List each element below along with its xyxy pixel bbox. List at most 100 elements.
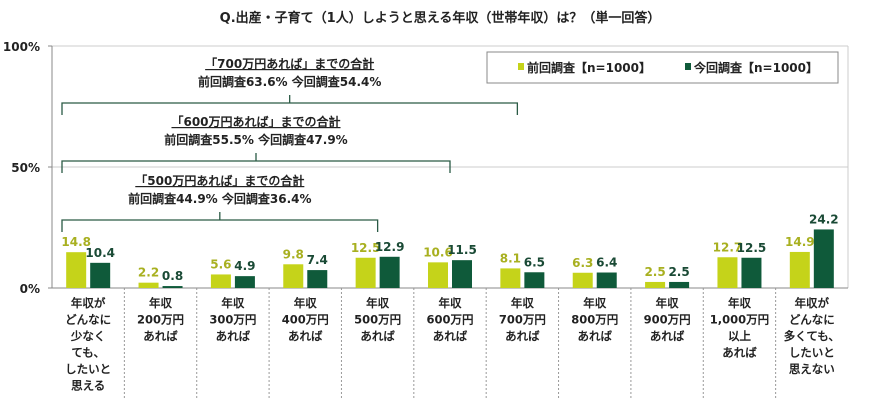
bar-current — [452, 260, 472, 288]
annotation-bracket — [61, 212, 379, 232]
bar-current — [741, 257, 762, 288]
category-label: あれば — [360, 329, 395, 343]
bar-current — [813, 229, 834, 288]
annotation-values: 前回調査44.9% 今回調査36.4% — [128, 191, 311, 206]
bar-current — [307, 270, 328, 288]
bar-current — [90, 262, 111, 288]
category-label: どんなに — [789, 313, 835, 327]
category-label: 400万円 — [282, 313, 329, 327]
category-label: 300万円 — [209, 313, 256, 327]
legend-label: 今回調査【n=1000】 — [693, 60, 818, 75]
data-label: 9.8 — [283, 247, 304, 261]
annotation-values: 前回調査63.6% 今回調査54.4% — [198, 74, 381, 89]
legend-box — [486, 51, 839, 84]
bar-previous — [789, 251, 810, 288]
data-label: 6.3 — [572, 256, 593, 270]
category-label: 1,000万円 — [710, 313, 769, 327]
data-label: 14.9 — [785, 235, 815, 249]
category-label: 年収 — [583, 296, 606, 310]
bar-current — [234, 276, 255, 288]
category-label: あれば — [505, 329, 540, 343]
data-label: 8.1 — [500, 251, 521, 265]
data-label: 14.8 — [61, 235, 91, 249]
legend-label: 前回調査【n=1000】 — [527, 60, 651, 75]
category-label: 少なく — [70, 329, 106, 343]
bar-previous — [572, 272, 593, 288]
category-label: 多くても、 — [784, 329, 840, 343]
bar-current — [596, 272, 617, 288]
bar-previous — [66, 252, 87, 288]
category-label: 思える — [71, 379, 105, 393]
bar-previous — [428, 262, 448, 288]
data-label: 12.5 — [351, 241, 381, 255]
category-label: 年収 — [294, 296, 317, 310]
annotation-bracket — [61, 153, 451, 173]
bar-current — [669, 281, 690, 288]
legend-swatch — [518, 63, 524, 70]
category-label: 500万円 — [354, 313, 401, 327]
category-label: あれば — [216, 329, 251, 343]
data-label: 10.4 — [85, 246, 115, 260]
category-label: 年収 — [221, 296, 244, 310]
data-label: 12.9 — [375, 240, 405, 254]
data-label: 6.5 — [524, 255, 545, 269]
bar-previous — [210, 274, 231, 288]
data-label: 24.2 — [809, 212, 839, 226]
category-label: 以上 — [728, 329, 751, 343]
category-label: したいと — [65, 362, 111, 376]
annotation-values: 前回調査55.5% 今回調査47.9% — [164, 132, 347, 147]
category-label: あれば — [433, 329, 468, 343]
data-label: 10.6 — [423, 245, 453, 259]
annotation-title: 「600万円あれば」までの合計 — [171, 114, 340, 129]
category-label: したいと — [789, 346, 835, 360]
category-label: あれば — [143, 329, 178, 343]
category-label: 年収 — [656, 296, 679, 310]
bar-previous — [500, 268, 521, 288]
category-label: 800万円 — [571, 313, 618, 327]
annotation-title: 「700万円あれば」までの合計 — [205, 56, 374, 71]
bar-current — [524, 272, 545, 288]
data-label: 7.4 — [307, 253, 328, 267]
category-label: あれば — [577, 329, 612, 343]
annotation-title: 「500万円あれば」までの合計 — [135, 173, 304, 188]
data-label: 0.8 — [162, 269, 183, 283]
category-label: 年収 — [511, 296, 534, 310]
bar-previous — [355, 257, 376, 288]
category-label: あれば — [288, 329, 323, 343]
category-label: 年収 — [439, 296, 462, 310]
category-label: 年収 — [366, 296, 389, 310]
category-label: 思えない — [789, 362, 835, 376]
data-label: 6.4 — [596, 256, 617, 270]
y-tick-label: 100% — [3, 40, 40, 54]
data-label: 2.5 — [668, 265, 689, 279]
category-label: ても、 — [71, 346, 105, 360]
category-label: あれば — [722, 346, 757, 360]
bar-previous — [283, 264, 304, 288]
data-label: 2.2 — [138, 266, 159, 280]
category-label: 年収が — [71, 296, 106, 310]
category-label: 600万円 — [426, 313, 473, 327]
category-label: 200万円 — [137, 313, 184, 327]
data-label: 12.5 — [737, 241, 767, 255]
category-label: あれば — [650, 329, 685, 343]
bar-previous — [717, 257, 738, 288]
chart-title: Q.出産・子育て（1人）しようと思える年収（世帯年収）は？（単一回答） — [220, 10, 661, 26]
category-label: どんなに — [65, 313, 111, 327]
category-label: 700万円 — [499, 313, 546, 327]
data-label: 4.9 — [234, 259, 255, 273]
data-label: 2.5 — [644, 265, 665, 279]
category-label: 年収 — [149, 296, 172, 310]
category-label: 900万円 — [644, 313, 691, 327]
bar-previous — [645, 281, 666, 288]
category-label: 年収が — [795, 296, 830, 310]
bar-current — [162, 286, 183, 288]
category-label: 年収 — [728, 296, 751, 310]
y-tick-label: 0% — [20, 282, 40, 296]
data-label: 5.6 — [210, 257, 231, 271]
legend-swatch — [685, 63, 691, 70]
bar-previous — [138, 282, 159, 288]
annotation-bracket — [61, 95, 519, 115]
y-tick-label: 50% — [11, 161, 40, 175]
